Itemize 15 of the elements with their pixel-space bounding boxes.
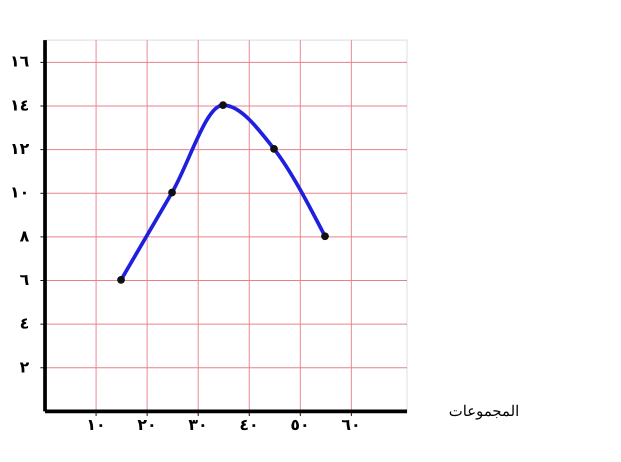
y-tick-label: ٤	[20, 314, 30, 333]
x-tick-label: ٤٠	[239, 414, 259, 434]
x-tick-label: ٣٠	[188, 414, 208, 434]
x-axis-title: المجموعات	[448, 402, 520, 420]
y-tick-label: ٦	[20, 270, 30, 289]
y-tick-label: ١٤	[10, 95, 30, 114]
x-tick-label: ٥٠	[290, 414, 310, 434]
x-tick-label: ٢٠	[137, 414, 157, 434]
y-tick-label: ٨	[20, 226, 30, 246]
y-tick-label: ١٠	[10, 182, 30, 202]
x-tick-label: ٦٠	[341, 414, 361, 434]
y-tick-label: ١٦	[10, 52, 30, 71]
y-tick-label: ٢	[20, 357, 30, 376]
x-tick-label: ١٠	[86, 414, 106, 434]
y-tick-label: ١٢	[10, 138, 30, 158]
